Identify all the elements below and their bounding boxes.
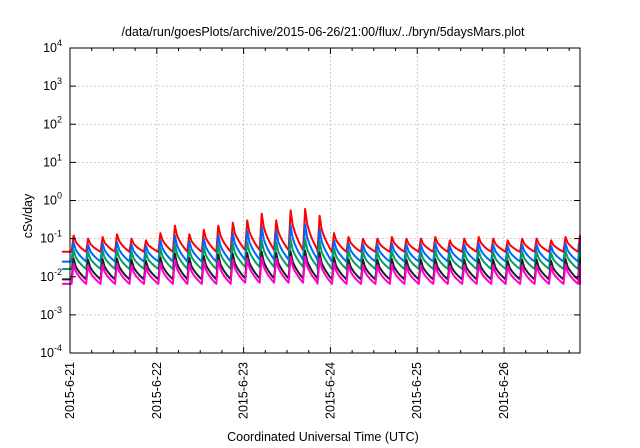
- series-line: [61, 249, 581, 281]
- axes: 10-4 10-3 10-2 10-1 100 101 102 103 104 2015-6-21…: [40, 38, 581, 419]
- y-tick-label: 102: [43, 114, 62, 131]
- y-tick-label: 10-1: [40, 229, 62, 246]
- series-line: [61, 208, 581, 253]
- x-tick-label: 2015-6-22: [150, 362, 164, 419]
- x-tick-label: 2015-6-25: [410, 362, 424, 419]
- grid: [70, 48, 580, 353]
- series-line: [61, 255, 581, 285]
- x-tick-label: 2015-6-26: [497, 362, 511, 419]
- series-line: [61, 237, 581, 270]
- x-tick-label: 2015-6-21: [63, 362, 77, 419]
- y-tick-label: 10-3: [40, 305, 62, 322]
- series-group: [61, 208, 581, 285]
- chart-title: /data/run/goesPlots/archive/2015-06-26/2…: [121, 25, 525, 39]
- y-tick-label: 104: [43, 38, 62, 55]
- y-axis-label: cSv/day: [21, 193, 35, 238]
- y-tick-label: 10-2: [40, 267, 62, 284]
- y-tick-label: 10-4: [40, 343, 62, 360]
- x-tick-label: 2015-6-24: [323, 362, 337, 419]
- series-line: [61, 223, 581, 263]
- x-tick-label: 2015-6-23: [237, 362, 251, 419]
- y-tick-label: 100: [43, 191, 62, 208]
- y-tick-label: 103: [43, 76, 62, 93]
- y-tick-label: 101: [43, 152, 62, 169]
- x-axis-label: Coordinated Universal Time (UTC): [227, 430, 419, 444]
